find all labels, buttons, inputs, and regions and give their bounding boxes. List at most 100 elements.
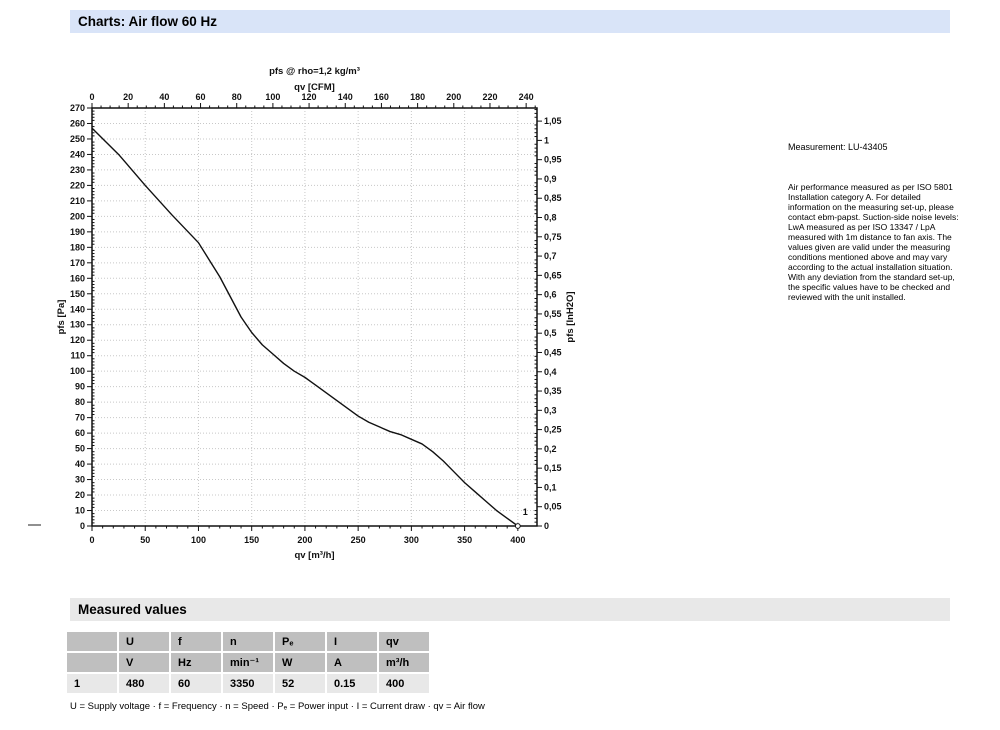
svg-text:0,15: 0,15 <box>544 463 562 473</box>
svg-text:0,55: 0,55 <box>544 309 562 319</box>
svg-text:0,1: 0,1 <box>544 482 557 492</box>
svg-text:100: 100 <box>70 366 85 376</box>
unit-cell-airflow: m³/h <box>379 653 429 672</box>
svg-text:60: 60 <box>75 428 85 438</box>
svg-text:qv [m³/h]: qv [m³/h] <box>294 550 334 561</box>
svg-text:1: 1 <box>544 135 549 145</box>
svg-text:0: 0 <box>89 92 94 102</box>
svg-text:qv [CFM]: qv [CFM] <box>294 82 335 93</box>
svg-text:220: 220 <box>482 92 497 102</box>
svg-text:0: 0 <box>544 521 549 531</box>
header-cell-speed: n <box>223 632 273 651</box>
page-fold-marker <box>28 524 41 526</box>
svg-text:260: 260 <box>70 118 85 128</box>
svg-text:0,95: 0,95 <box>544 155 562 165</box>
svg-text:0,85: 0,85 <box>544 193 562 203</box>
svg-text:80: 80 <box>232 92 242 102</box>
svg-text:160: 160 <box>70 273 85 283</box>
svg-text:100: 100 <box>191 535 206 545</box>
svg-text:160: 160 <box>374 92 389 102</box>
value-cell-voltage: 480 <box>119 674 169 693</box>
header-cell-power: Pₑ <box>275 632 325 651</box>
page-title: Charts: Air flow 60 Hz <box>78 14 218 29</box>
svg-text:0,7: 0,7 <box>544 251 557 261</box>
svg-text:250: 250 <box>351 535 366 545</box>
svg-text:0,6: 0,6 <box>544 290 557 300</box>
page-title-bar: Charts: Air flow 60 Hz <box>70 10 950 33</box>
svg-text:190: 190 <box>70 227 85 237</box>
svg-text:0,8: 0,8 <box>544 213 557 223</box>
svg-text:150: 150 <box>244 535 259 545</box>
measurement-body: Air performance measured as per ISO 5801… <box>788 182 959 302</box>
svg-text:230: 230 <box>70 165 85 175</box>
unit-cell-current: A <box>327 653 377 672</box>
svg-text:pfs [InH2O]: pfs [InH2O] <box>565 291 576 342</box>
unit-cell-voltage: V <box>119 653 169 672</box>
svg-text:10: 10 <box>75 506 85 516</box>
unit-cell-speed: min⁻¹ <box>223 653 273 672</box>
svg-text:60: 60 <box>196 92 206 102</box>
svg-text:1,05: 1,05 <box>544 116 562 126</box>
measured-values-bar: Measured values <box>70 598 950 621</box>
svg-text:pfs [Pa]: pfs [Pa] <box>56 300 67 335</box>
value-cell-power: 52 <box>275 674 325 693</box>
svg-text:50: 50 <box>140 535 150 545</box>
svg-text:400: 400 <box>510 535 525 545</box>
svg-text:200: 200 <box>446 92 461 102</box>
svg-text:0,45: 0,45 <box>544 347 562 357</box>
header-cell-voltage: U <box>119 632 169 651</box>
table-legend: U = Supply voltage · f = Frequency · n =… <box>70 701 485 712</box>
svg-text:0,75: 0,75 <box>544 232 562 242</box>
svg-text:270: 270 <box>70 103 85 113</box>
svg-text:0,4: 0,4 <box>544 367 557 377</box>
svg-text:70: 70 <box>75 413 85 423</box>
value-cell-airflow: 400 <box>379 674 429 693</box>
svg-text:220: 220 <box>70 180 85 190</box>
svg-text:0,5: 0,5 <box>544 328 557 338</box>
svg-text:40: 40 <box>159 92 169 102</box>
airflow-chart: 0102030405060708090100110120130140150160… <box>56 66 576 561</box>
svg-text:200: 200 <box>70 211 85 221</box>
svg-text:300: 300 <box>404 535 419 545</box>
unit-cell-index <box>67 653 117 672</box>
svg-text:250: 250 <box>70 134 85 144</box>
measurement-id: Measurement: LU-43405 <box>788 142 888 152</box>
svg-text:20: 20 <box>123 92 133 102</box>
svg-text:0,05: 0,05 <box>544 502 562 512</box>
svg-text:240: 240 <box>70 149 85 159</box>
svg-text:50: 50 <box>75 444 85 454</box>
svg-text:0,3: 0,3 <box>544 405 557 415</box>
svg-text:130: 130 <box>70 320 85 330</box>
svg-text:pfs @ rho=1,2 kg/m³: pfs @ rho=1,2 kg/m³ <box>269 66 360 77</box>
unit-cell-power: W <box>275 653 325 672</box>
svg-text:1: 1 <box>523 507 528 517</box>
measured-values-title: Measured values <box>78 602 187 617</box>
svg-text:20: 20 <box>75 490 85 500</box>
measured-values-table: U f n Pₑ I qv V Hz min⁻¹ W A m³/h 1 480 … <box>65 630 431 695</box>
unit-cell-frequency: Hz <box>171 653 221 672</box>
svg-text:150: 150 <box>70 289 85 299</box>
svg-text:30: 30 <box>75 475 85 485</box>
svg-text:110: 110 <box>70 351 85 361</box>
svg-text:100: 100 <box>265 92 280 102</box>
svg-text:0,9: 0,9 <box>544 174 557 184</box>
value-cell-index: 1 <box>67 674 117 693</box>
svg-text:180: 180 <box>70 242 85 252</box>
svg-text:120: 120 <box>70 335 85 345</box>
measurement-notes: Measurement: LU-43405 Air performance me… <box>788 142 960 302</box>
header-cell-airflow: qv <box>379 632 429 651</box>
svg-text:0,25: 0,25 <box>544 425 562 435</box>
header-cell-index <box>67 632 117 651</box>
svg-text:80: 80 <box>75 397 85 407</box>
svg-text:140: 140 <box>338 92 353 102</box>
value-cell-current: 0.15 <box>327 674 377 693</box>
svg-text:40: 40 <box>75 459 85 469</box>
svg-text:0: 0 <box>80 521 85 531</box>
svg-text:140: 140 <box>70 304 85 314</box>
svg-text:210: 210 <box>70 196 85 206</box>
svg-text:240: 240 <box>519 92 534 102</box>
svg-text:0,2: 0,2 <box>544 444 557 454</box>
svg-text:0,35: 0,35 <box>544 386 562 396</box>
table-row-values: 1 480 60 3350 52 0.15 400 <box>67 674 429 693</box>
